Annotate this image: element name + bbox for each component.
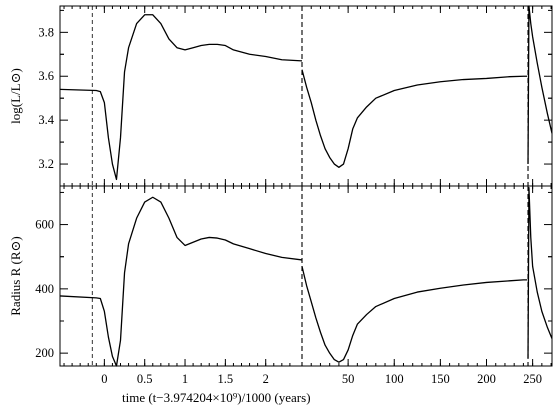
shared-x-axis: 0 0.5 1 1.5 2 50 100 150 200 250 xyxy=(101,372,542,386)
y-tick-label: 200 xyxy=(35,346,54,360)
series-line-segment-3 xyxy=(527,5,553,165)
y-tick-label: 600 xyxy=(35,218,54,232)
y-tick-label: 3.2 xyxy=(38,157,54,171)
luminosity-panel: 3.2 3.4 3.6 3.8 xyxy=(38,5,553,187)
x-tick-label: 1 xyxy=(182,372,188,386)
y-tick-label: 3.8 xyxy=(38,25,54,39)
x-tick-label: 2 xyxy=(263,372,269,386)
x-tick-label: 0.5 xyxy=(137,372,153,386)
series-line-segment-3 xyxy=(527,186,553,358)
bottom-y-axis-label: Radius R (R⊙) xyxy=(8,236,23,316)
y-tick-label: 400 xyxy=(35,282,54,296)
x-tick-label: 250 xyxy=(523,372,542,386)
x-tick-label: 150 xyxy=(431,372,450,386)
series-line-segment-2 xyxy=(301,266,528,363)
x-tick-label: 1.5 xyxy=(218,372,234,386)
series-line-segment-1 xyxy=(59,196,303,367)
x-tick-label: 200 xyxy=(477,372,496,386)
radius-panel: 200 400 600 xyxy=(35,185,553,367)
x-axis-label: time (t−3.974204×10⁹)/1000 (years) xyxy=(122,390,311,405)
y-tick-label: 3.4 xyxy=(38,113,54,127)
panel-frame xyxy=(59,185,553,367)
y-tick-label: 3.6 xyxy=(38,69,54,83)
x-tick-label: 100 xyxy=(385,372,404,386)
x-tick-label: 50 xyxy=(342,372,355,386)
series-line-segment-1 xyxy=(59,14,303,181)
series-line-segment-2 xyxy=(301,69,528,168)
x-tick-label: 0 xyxy=(101,372,107,386)
top-y-axis-label: log(L/L⊙) xyxy=(8,68,23,124)
